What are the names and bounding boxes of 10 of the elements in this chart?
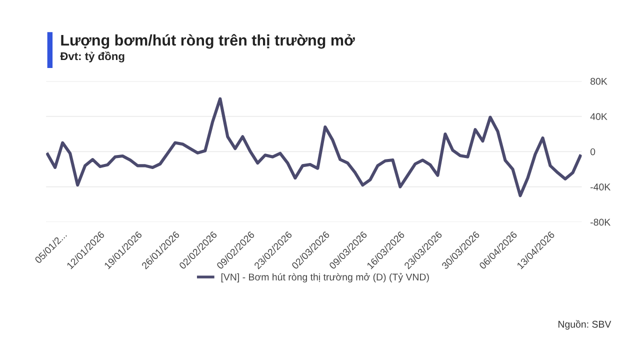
text: Nguồn: SBV (558, 320, 612, 330)
chart-subtitle: Đvt: tỷ đồng (60, 52, 124, 62)
y-tick-label: 40K (590, 113, 608, 120)
y-tick-label: 0 (590, 148, 596, 156)
legend-label: [VN] - Bơm hút ròng thị trường mở (D) (Tỷ VND) (221, 273, 429, 282)
y-tick-label: -40K (590, 184, 611, 190)
line-series (46, 97, 582, 198)
chart-title: Lượng bơm/hút ròng trên thị trường mở (61, 34, 355, 49)
y-tick-label: -80K (590, 218, 611, 226)
y-tick-label: 80K (590, 78, 608, 85)
